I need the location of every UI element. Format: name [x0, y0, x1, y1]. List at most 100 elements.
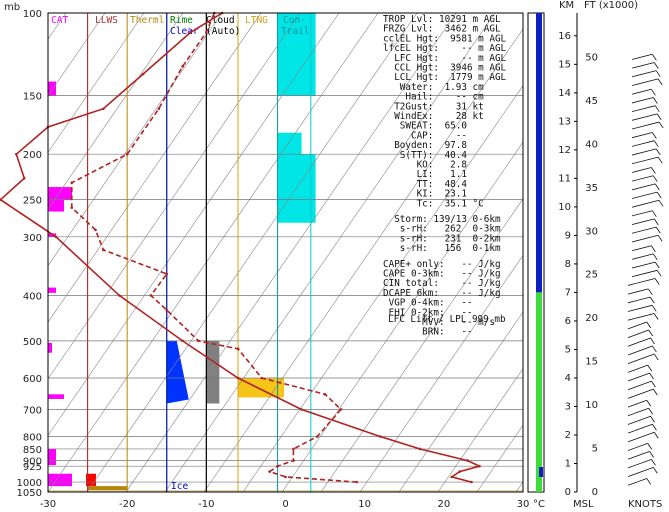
- wind-barb: [631, 88, 652, 95]
- index-line: LFC Hgt: -- m AGL: [383, 53, 507, 64]
- wind-barb: [627, 278, 656, 286]
- ft-tick-label: 40: [585, 139, 598, 150]
- blue-bar: [536, 13, 542, 293]
- ft-tick-label: 25: [585, 270, 598, 281]
- band-contrail: [277, 154, 316, 223]
- index-line: SWEAT: 65.0: [383, 121, 467, 132]
- index-line: MVV: -- m/s: [383, 317, 495, 328]
- temp-tick-label: 10: [358, 499, 371, 510]
- temp-tick-label: 0: [282, 499, 288, 510]
- isotherm-line: [48, 13, 379, 492]
- index-line: CAPE 0-3km: -- J/kg: [383, 269, 501, 280]
- wind-barb-flag: [647, 443, 653, 450]
- wind-barb-flag: [654, 183, 660, 191]
- km-tick-label: 4: [565, 373, 571, 384]
- index-line: BRN: --: [383, 327, 473, 338]
- wind-barb: [631, 113, 658, 121]
- column-label: Cloud: [206, 15, 235, 26]
- pressure-tick-label: 500: [23, 337, 42, 348]
- km-tick-label: 8: [565, 259, 571, 270]
- index-line: CAP: --: [383, 130, 467, 141]
- wind-barb-flag: [653, 353, 659, 361]
- index-line: Storm: 139/13 0-6km: [383, 214, 501, 225]
- isotherm-line: [0, 13, 27, 492]
- wind-barb-flag: [649, 296, 655, 304]
- data-point: [102, 107, 105, 111]
- temp-tick-label: 30: [517, 499, 530, 510]
- data-point: [141, 72, 145, 76]
- wind-barb-flag: [653, 313, 659, 320]
- wind-barb-flag: [650, 416, 655, 423]
- index-line: CCL Hgt: 3946 m AGL: [383, 63, 507, 74]
- green-bar: [536, 292, 542, 492]
- isotherm-line: [320, 198, 523, 492]
- data-point: [205, 31, 208, 34]
- wind-barb: [631, 140, 655, 147]
- pressure-tick-label: 850: [23, 445, 42, 456]
- ft-tick-label: 30: [585, 226, 598, 237]
- wind-barb: [627, 353, 655, 365]
- column-label: Therml: [130, 15, 164, 26]
- index-line: KO: 2.8: [383, 160, 467, 171]
- index-line: S(TT): 40.4: [383, 150, 467, 161]
- wind-barb: [627, 372, 650, 382]
- band-cat: [48, 394, 64, 399]
- ft-tick-label: 35: [585, 183, 598, 194]
- data-point: [355, 480, 359, 484]
- isotherm-line: [48, 13, 301, 380]
- ft-tick-label: 20: [585, 313, 598, 324]
- band-cat: [48, 287, 56, 293]
- index-line: CIN total: -- J/kg: [383, 278, 501, 289]
- isotherm-line: [242, 85, 523, 492]
- wind-barb-flag: [647, 364, 653, 372]
- isotherm-line: [359, 254, 523, 492]
- data-point: [197, 339, 200, 343]
- km-tick-label: 15: [558, 59, 571, 70]
- wind-barb: [631, 156, 659, 165]
- index-line: Boyden: 97.8: [383, 140, 467, 151]
- isotherm-line: [48, 13, 184, 210]
- pressure-tick-label: 150: [23, 92, 42, 103]
- index-line: T2Gust: 31 kt: [383, 101, 484, 112]
- wind-barb: [631, 245, 652, 252]
- blue-tick: [539, 467, 543, 477]
- axes: mb10015020025030040050060070080085090092…: [4, 2, 545, 510]
- wind-barb-flag: [649, 451, 654, 458]
- wind-barb-flag: [646, 478, 652, 485]
- data-point: [181, 65, 184, 68]
- wind-barb: [627, 399, 647, 408]
- wind-barb: [631, 105, 656, 113]
- wind-barb-flag: [655, 148, 661, 156]
- data-point: [323, 393, 327, 396]
- band-cat: [48, 187, 72, 200]
- data-point: [478, 464, 481, 468]
- temp-tick-label: -30: [40, 499, 56, 510]
- data-point: [260, 376, 264, 380]
- pressure-tick-label: 925: [23, 462, 42, 473]
- wind-barb: [627, 442, 648, 451]
- column-label: LLWS: [95, 15, 118, 26]
- isotherm-line: [555, 13, 669, 492]
- pressure-tick-label: 300: [23, 233, 42, 244]
- wind-barb-flag: [652, 175, 658, 182]
- wind-barb: [631, 183, 656, 191]
- data-point: [236, 376, 240, 380]
- wind-barb: [631, 234, 659, 243]
- wind-barb: [627, 388, 654, 399]
- msl-label: MSL: [573, 499, 594, 510]
- index-line: LCL Hgt: 1779 m AGL: [383, 72, 507, 83]
- km-tick-label: 11: [558, 173, 571, 184]
- km-tick-label: 6: [565, 316, 571, 327]
- index-line: DCAPE 6km: -- J/kg: [383, 288, 501, 299]
- wind-barb-flag: [652, 345, 657, 353]
- isotherm-line: [86, 13, 418, 492]
- wind-barb: [631, 269, 658, 278]
- data-point: [157, 107, 161, 111]
- band-therml: [87, 486, 128, 491]
- wind-barb-flag: [648, 408, 653, 415]
- wind-barb: [627, 407, 649, 417]
- wind-barb: [631, 175, 654, 182]
- data-point: [70, 206, 74, 209]
- index-line: EHI 0-2km: --: [383, 307, 473, 318]
